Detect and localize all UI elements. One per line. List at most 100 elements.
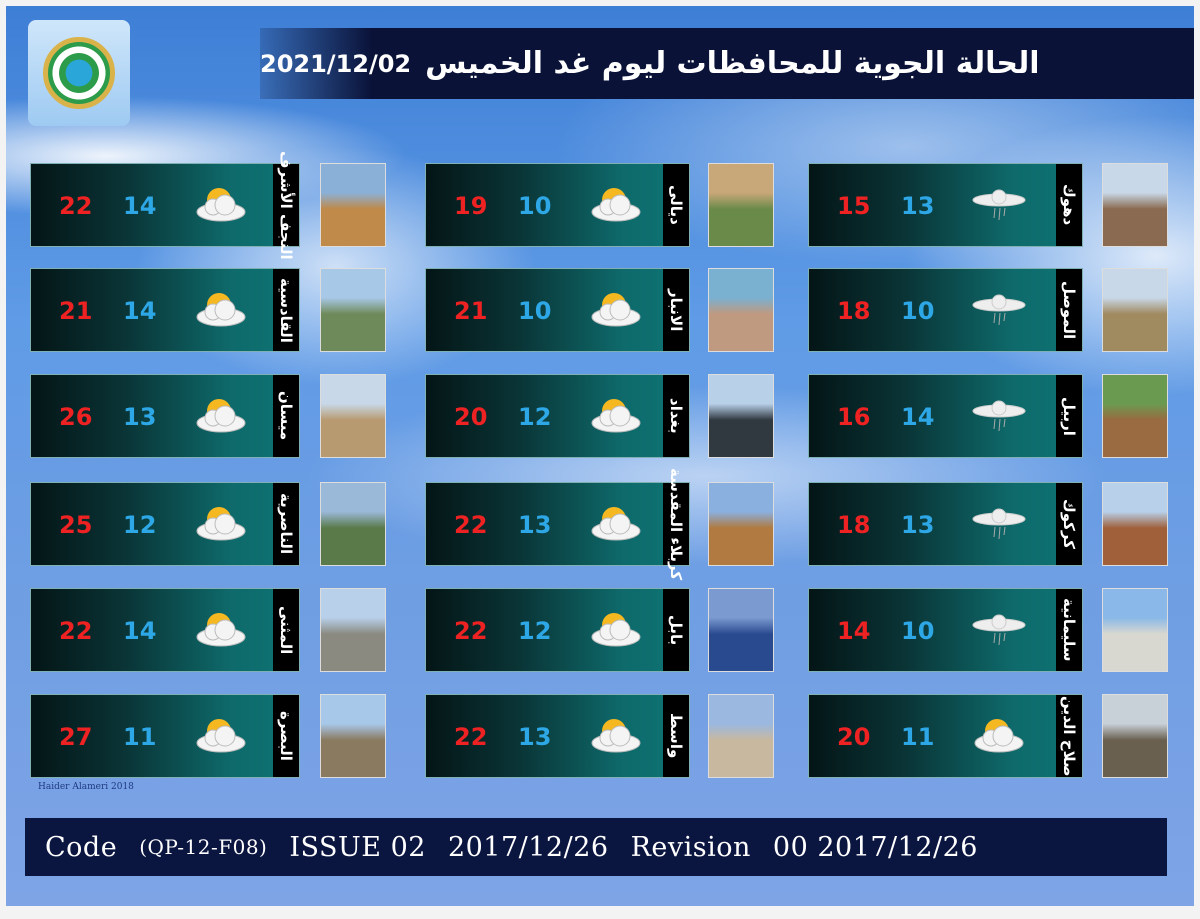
province-card: ميسان 26 13 [30, 374, 300, 458]
header-bar: الحالة الجوية للمحافظات ليوم غد الخميس 2… [260, 28, 1194, 99]
max-temp: 22 [454, 723, 488, 751]
meteorology-logo [28, 20, 130, 126]
province-card: اربيل 16 14 [808, 374, 1083, 458]
province-name: الانبار [667, 288, 685, 332]
max-temp: 21 [454, 297, 488, 325]
province-label: البصرة [273, 695, 299, 777]
code-value: (QP-12-F08) [139, 835, 268, 859]
province-photo [708, 482, 774, 566]
max-temp: 20 [454, 403, 488, 431]
issue-date: 2017/12/26 [447, 831, 609, 863]
cloud-rain-icon [972, 189, 1026, 221]
province-name: اربيل [1060, 396, 1078, 436]
min-temp: 12 [123, 511, 157, 539]
partly-cloudy-icon [591, 293, 641, 327]
province-card: كربلاء المقدسة 22 13 [425, 468, 690, 580]
credit-text: Haider Alameri 2018 [38, 782, 134, 792]
province-label: ميسان [273, 375, 299, 457]
province-photo [708, 268, 774, 352]
province-photo [320, 268, 386, 352]
province-photo [320, 163, 386, 247]
min-temp: 13 [518, 723, 552, 751]
province-card: البصرة 27 11 [30, 694, 300, 778]
province-label: بابل [663, 589, 689, 671]
max-temp: 18 [837, 511, 871, 539]
province-photo [320, 482, 386, 566]
partly-cloudy-icon [591, 719, 641, 753]
province-card: بابل 22 12 [425, 588, 690, 672]
partly-cloudy-icon [196, 719, 246, 753]
max-temp: 14 [837, 617, 871, 645]
province-label: دهوك [1056, 164, 1082, 246]
province-label: صلاح الدين [1056, 695, 1082, 777]
partly-cloudy-icon [591, 613, 641, 647]
province-label: الانبار [663, 269, 689, 351]
cloud-rain-icon [972, 294, 1026, 326]
partly-cloudy-icon [591, 507, 641, 541]
province-name: كربلاء المقدسة [667, 467, 685, 581]
province-label: كركوك [1056, 483, 1082, 565]
partly-cloudy-icon [591, 399, 641, 433]
province-name: بابل [667, 614, 685, 646]
max-temp: 26 [59, 403, 93, 431]
min-temp: 10 [901, 297, 935, 325]
min-temp: 14 [123, 192, 157, 220]
max-temp: 16 [837, 403, 871, 431]
province-name: صلاح الدين [1060, 695, 1078, 777]
province-card: الموصل 18 10 [808, 268, 1083, 352]
partly-cloudy-icon [974, 719, 1024, 753]
min-temp: 13 [901, 192, 935, 220]
province-photo [320, 374, 386, 458]
province-label: النجف الأشرف [273, 151, 299, 259]
province-label: المثنى [273, 589, 299, 671]
cloud-rain-icon [972, 508, 1026, 540]
province-photo [1102, 694, 1168, 778]
province-label: الموصل [1056, 269, 1082, 351]
province-photo [708, 588, 774, 672]
max-temp: 21 [59, 297, 93, 325]
province-photo [1102, 482, 1168, 566]
partly-cloudy-icon [196, 399, 246, 433]
min-temp: 13 [123, 403, 157, 431]
province-photo [1102, 163, 1168, 247]
province-card: المثنى 22 14 [30, 588, 300, 672]
max-temp: 18 [837, 297, 871, 325]
partly-cloudy-icon [196, 188, 246, 222]
province-name: بغداد [667, 398, 685, 434]
max-temp: 27 [59, 723, 93, 751]
province-photo [708, 374, 774, 458]
province-name: القادسية [277, 277, 295, 343]
province-card: بغداد 20 12 [425, 374, 690, 458]
province-card: النجف الأشرف 22 14 [30, 151, 300, 259]
partly-cloudy-icon [196, 507, 246, 541]
max-temp: 22 [454, 511, 488, 539]
province-name: ميسان [277, 391, 295, 441]
header-date: 2021/12/02 [260, 49, 412, 78]
province-label: سليمانية [1056, 589, 1082, 671]
min-temp: 14 [123, 617, 157, 645]
province-name: الموصل [1060, 280, 1078, 340]
province-card: كركوك 18 13 [808, 482, 1083, 566]
province-name: النجف الأشرف [277, 150, 295, 260]
revision-label: Revision [630, 831, 751, 863]
province-label: اربيل [1056, 375, 1082, 457]
max-temp: 22 [454, 617, 488, 645]
province-label: بغداد [663, 375, 689, 457]
province-card: سليمانية 14 10 [808, 588, 1083, 672]
province-card: الناصرية 25 12 [30, 482, 300, 566]
province-photo [320, 694, 386, 778]
min-temp: 14 [123, 297, 157, 325]
min-temp: 13 [518, 511, 552, 539]
min-temp: 10 [518, 192, 552, 220]
min-temp: 11 [901, 723, 935, 751]
province-name: ديالى [667, 185, 685, 225]
province-name: دهوك [1060, 184, 1078, 226]
province-card: دهوك 15 13 [808, 163, 1083, 247]
partly-cloudy-icon [591, 188, 641, 222]
min-temp: 11 [123, 723, 157, 751]
province-name: المثنى [277, 605, 295, 655]
province-card: القادسية 21 14 [30, 268, 300, 352]
province-photo [1102, 588, 1168, 672]
max-temp: 22 [59, 192, 93, 220]
max-temp: 22 [59, 617, 93, 645]
